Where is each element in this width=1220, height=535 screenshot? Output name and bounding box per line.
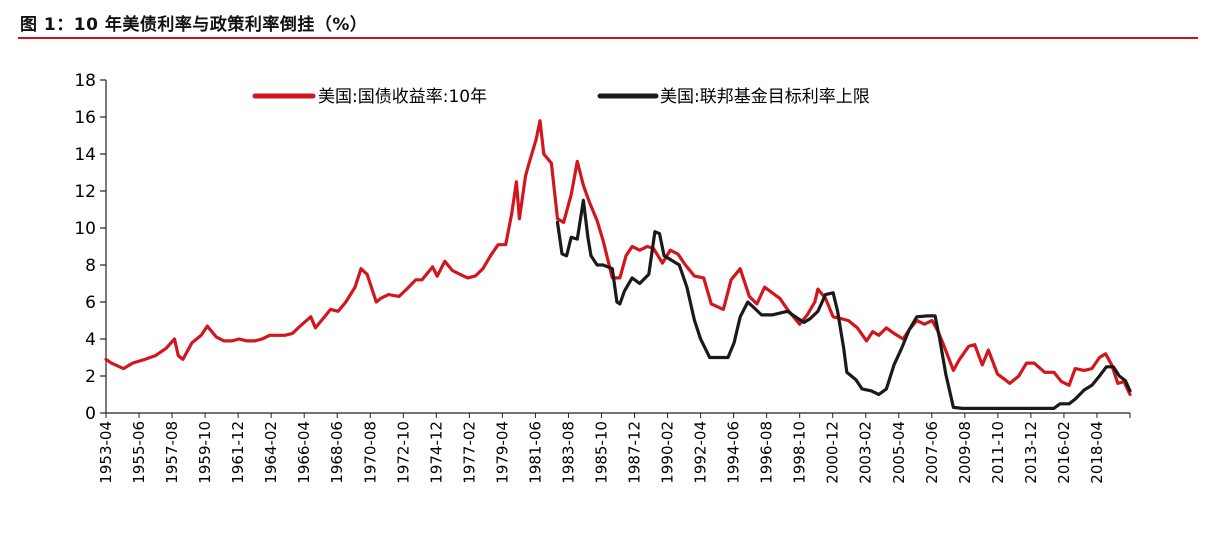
x-tick-label: 1974-12 [427, 421, 445, 484]
x-tick-label: 1981-06 [526, 421, 544, 484]
x-tick-label: 1983-08 [559, 421, 577, 484]
legend-label-fedfunds: 美国:联邦基金目标利率上限 [660, 87, 870, 107]
x-tick-label: 1970-08 [361, 421, 379, 484]
y-tick-label: 18 [74, 71, 96, 91]
x-tick-label: 1994-06 [725, 421, 743, 484]
figure-title: 图 1：10 年美债利率与政策利率倒挂（%） [20, 15, 368, 35]
y-tick-label: 10 [74, 219, 96, 239]
x-tick-label: 2003-02 [857, 421, 875, 484]
series-line-fed-funds-upper [555, 198, 1132, 410]
x-tick-label: 1955-06 [130, 421, 148, 484]
x-tick-label: 1966-04 [295, 421, 313, 484]
series-line-treasury-10y [104, 119, 1132, 397]
x-tick-label: 1968-06 [328, 421, 346, 484]
x-tick-label: 1987-12 [626, 421, 644, 484]
x-tick-label: 1957-08 [163, 421, 181, 484]
x-tick-label: 2000-12 [824, 421, 842, 484]
legend-label-treasury: 美国:国债收益率:10年 [318, 87, 487, 107]
x-tick-label: 1985-10 [592, 421, 610, 484]
x-tick-label: 1953-04 [97, 421, 115, 484]
x-tick-label: 1977-02 [460, 421, 478, 484]
x-tick-label: 1959-10 [196, 421, 214, 484]
y-tick-label: 12 [74, 182, 96, 202]
y-tick-label: 16 [74, 108, 96, 128]
x-tick-label: 1972-10 [394, 421, 412, 484]
x-tick-label: 1996-08 [758, 421, 776, 484]
x-tick-label: 1961-12 [229, 421, 247, 484]
x-tick-label: 1964-02 [262, 421, 280, 484]
x-tick-label: 2013-12 [1022, 421, 1040, 484]
x-axis-ticks: 1953-04 1955-06 1957-08 1959-10 1961-12 1964-… [97, 413, 1131, 484]
chart-legend: 美国:国债收益率:10年 美国:联邦基金目标利率上限 [252, 87, 870, 107]
x-tick-label: 2016-02 [1055, 421, 1073, 484]
y-tick-label: 8 [85, 256, 96, 276]
x-tick-label: 2009-08 [956, 421, 974, 484]
x-tick-label: 1998-10 [791, 421, 809, 484]
series-layer [104, 119, 1132, 410]
y-tick-label: 2 [85, 367, 96, 387]
x-tick-label: 2011-10 [989, 421, 1007, 484]
x-tick-label: 1992-04 [692, 421, 710, 484]
x-tick-label: 2005-04 [890, 421, 908, 484]
y-tick-label: 4 [85, 330, 96, 350]
x-tick-label: 1990-02 [659, 421, 677, 484]
x-tick-label: 1979-04 [493, 421, 511, 484]
axes [105, 80, 1130, 414]
x-tick-label: 2018-04 [1088, 421, 1106, 484]
x-tick-label: 2007-06 [923, 421, 941, 484]
y-tick-label: 14 [74, 145, 96, 165]
y-tick-label: 0 [85, 404, 96, 424]
y-tick-label: 6 [85, 293, 96, 313]
y-axis-ticks: 0 2 4 6 8 10 12 14 16 18 [74, 71, 106, 424]
title-rule [18, 37, 1198, 39]
